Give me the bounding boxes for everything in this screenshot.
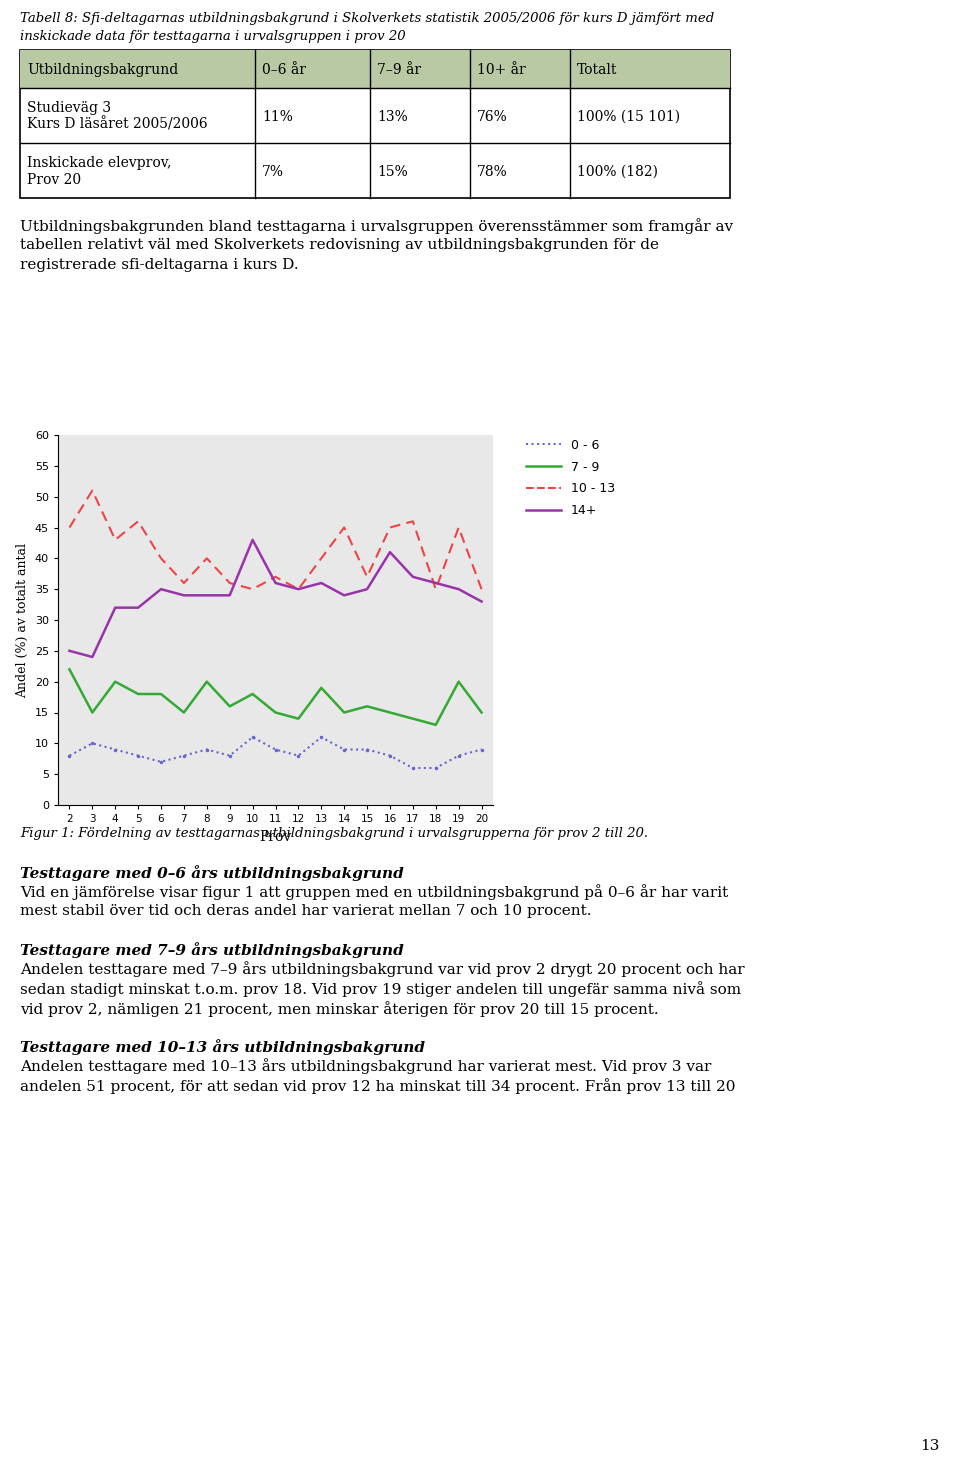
Text: Andelen testtagare med 7–9 års utbildningsbakgrund var vid prov 2 drygt 20 proce: Andelen testtagare med 7–9 års utbildnin… — [20, 961, 745, 977]
Bar — [20, 50, 730, 199]
Text: 10+ år: 10+ år — [477, 63, 526, 76]
Text: 11%: 11% — [262, 109, 293, 124]
Bar — [20, 50, 730, 88]
X-axis label: Prov: Prov — [259, 830, 292, 843]
Text: 76%: 76% — [477, 109, 508, 124]
Text: 100% (182): 100% (182) — [577, 165, 658, 178]
Text: Vid en jämförelse visar figur 1 att gruppen med en utbildningsbakgrund på 0–6 år: Vid en jämförelse visar figur 1 att grup… — [20, 884, 729, 900]
Text: 15%: 15% — [377, 165, 408, 178]
Text: 13%: 13% — [377, 109, 408, 124]
Text: Studieväg 3
Kurs D läsåret 2005/2006: Studieväg 3 Kurs D läsåret 2005/2006 — [27, 101, 207, 132]
Text: Totalt: Totalt — [577, 63, 617, 76]
Text: Figur 1: Fördelning av testtagarnas utbildningsbakgrund i urvalsgrupperna för pr: Figur 1: Fördelning av testtagarnas utbi… — [20, 827, 648, 840]
Text: Testtagare med 0–6 års utbildningsbakgrund: Testtagare med 0–6 års utbildningsbakgru… — [20, 865, 404, 881]
Text: Utbildningsbakgrunden bland testtagarna i urvalsgruppen överensstämmer som framg: Utbildningsbakgrunden bland testtagarna … — [20, 218, 733, 234]
Text: andelen 51 procent, för att sedan vid prov 12 ha minskat till 34 procent. Från p: andelen 51 procent, för att sedan vid pr… — [20, 1078, 735, 1094]
Text: sedan stadigt minskat t.o.m. prov 18. Vid prov 19 stiger andelen till ungefär sa: sedan stadigt minskat t.o.m. prov 18. Vi… — [20, 981, 741, 997]
Text: Tabell 8: Sfi-deltagarnas utbildningsbakgrund i Skolverkets statistik 2005/2006 : Tabell 8: Sfi-deltagarnas utbildningsbak… — [20, 12, 714, 25]
Text: 0–6 år: 0–6 år — [262, 63, 306, 76]
Text: Testtagare med 7–9 års utbildningsbakgrund: Testtagare med 7–9 års utbildningsbakgru… — [20, 941, 404, 958]
Text: Andelen testtagare med 10–13 års utbildningsbakgrund har varierat mest. Vid prov: Andelen testtagare med 10–13 års utbildn… — [20, 1058, 711, 1074]
Text: 13: 13 — [921, 1439, 940, 1453]
Text: registrerade sfi-deltagarna i kurs D.: registrerade sfi-deltagarna i kurs D. — [20, 257, 299, 272]
Text: 7%: 7% — [262, 165, 284, 178]
Text: inskickade data för testtagarna i urvalsgruppen i prov 20: inskickade data för testtagarna i urvals… — [20, 29, 406, 43]
Text: Utbildningsbakgrund: Utbildningsbakgrund — [27, 63, 179, 76]
Text: tabellen relativt väl med Skolverkets redovisning av utbildningsbakgrunden för d: tabellen relativt väl med Skolverkets re… — [20, 238, 659, 252]
Legend: 0 - 6, 7 - 9, 10 - 13, 14+: 0 - 6, 7 - 9, 10 - 13, 14+ — [521, 434, 620, 522]
Text: mest stabil över tid och deras andel har varierat mellan 7 och 10 procent.: mest stabil över tid och deras andel har… — [20, 905, 591, 918]
Text: Inskickade elevprov,
Prov 20: Inskickade elevprov, Prov 20 — [27, 156, 172, 187]
Y-axis label: Andel (%) av totalt antal: Andel (%) av totalt antal — [16, 543, 30, 697]
Text: 100% (15 101): 100% (15 101) — [577, 109, 680, 124]
Text: vid prov 2, nämligen 21 procent, men minskar återigen för prov 20 till 15 procen: vid prov 2, nämligen 21 procent, men min… — [20, 1000, 659, 1016]
Text: 7–9 år: 7–9 år — [377, 63, 421, 76]
Text: Testtagare med 10–13 års utbildningsbakgrund: Testtagare med 10–13 års utbildningsbakg… — [20, 1039, 425, 1055]
Text: 78%: 78% — [477, 165, 508, 178]
